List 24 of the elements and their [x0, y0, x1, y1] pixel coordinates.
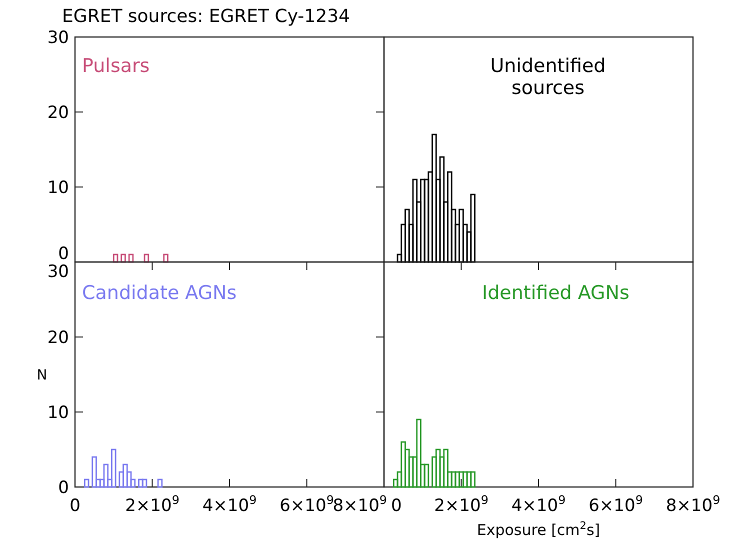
chart-title: EGRET sources: EGRET Cy-1234: [62, 6, 350, 27]
y-tick-label: 20: [47, 102, 69, 123]
x-tick-label: 6×10$^{9}$: [280, 493, 334, 516]
y-axis-title: N: [36, 367, 48, 384]
y-tick-label: 20: [47, 328, 69, 348]
x-tick-label: 2×10$^{9}$: [434, 493, 488, 516]
y-tick-label: 30: [47, 28, 69, 48]
x-tick-label: 8×10$^{9}$: [666, 493, 720, 516]
y-tick-label: 0: [58, 478, 69, 498]
x-axis-title: Exposure [cm$^{2}$s]: [476, 520, 600, 539]
x-tick-label: 0: [391, 496, 402, 516]
y-tick-label: 10: [47, 402, 69, 423]
y-tick-label: 0: [58, 244, 69, 264]
text: Identified AGNs: [482, 282, 630, 304]
x-tick-label: 8×10$^{9}$: [332, 493, 387, 516]
text: Candidate AGNs: [82, 282, 237, 304]
x-tick-label: 4×10$^{9}$: [202, 493, 257, 516]
y-tick-label: 10: [47, 178, 69, 198]
x-tick-label: 6×10$^{9}$: [588, 493, 643, 516]
y-tick-label: 30: [47, 262, 69, 282]
text: Unidentified sources: [490, 55, 606, 99]
x-tick-label: 2×10$^{9}$: [125, 493, 180, 516]
x-tick-label: 4×10$^{9}$: [511, 493, 566, 516]
text: Pulsars: [82, 55, 150, 77]
